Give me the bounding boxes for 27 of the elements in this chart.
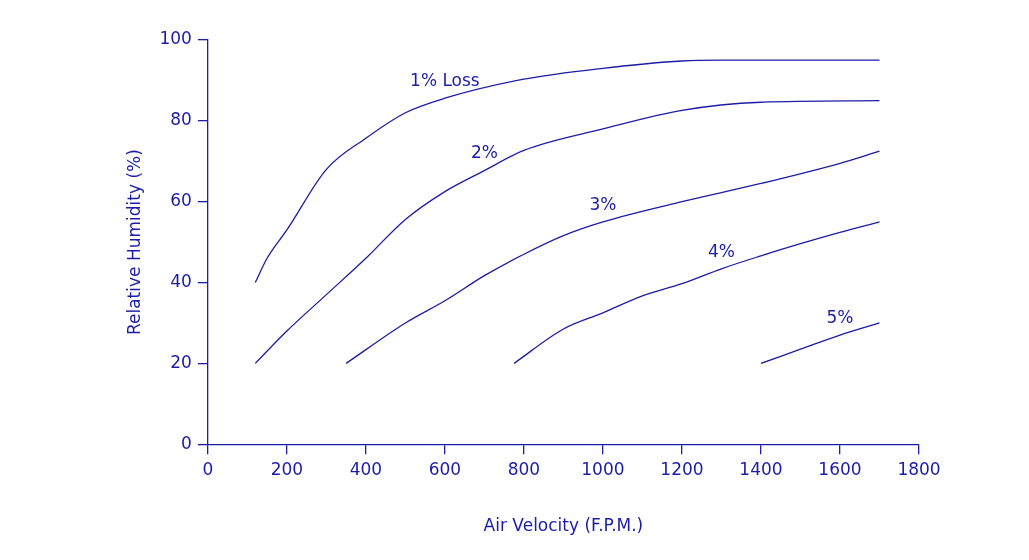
x-tick-label: 800 (507, 458, 541, 479)
x-tick-label: 1600 (818, 458, 862, 479)
x-tick-label: 600 (428, 458, 462, 479)
line-series (254, 99, 881, 365)
series-label: 5% (826, 306, 854, 327)
x-axis-title: Air Velocity (F.P.M.) (483, 515, 644, 536)
series-label: 2% (470, 142, 498, 163)
y-axis-title: Relative Humidity (%) (123, 149, 144, 336)
line-series (254, 59, 881, 284)
x-tick-label: 1400 (739, 458, 783, 479)
x-tick-label: 1800 (897, 458, 941, 479)
y-tick-label: 0 (181, 432, 192, 453)
series-label: 3% (589, 193, 617, 214)
y-tick-label: 40 (170, 270, 192, 291)
line-series (760, 322, 881, 365)
x-tick-label: 400 (349, 458, 383, 479)
y-tick-label: 20 (170, 351, 192, 372)
series-label: 4% (707, 240, 735, 261)
x-tick-label: 0 (202, 458, 214, 479)
x-tick-label: 1000 (581, 458, 625, 479)
y-tick-label: 80 (170, 109, 192, 130)
x-tick-label: 1200 (660, 458, 704, 479)
series-label: 1% Loss (410, 70, 480, 91)
x-tick-label: 200 (270, 458, 304, 479)
y-tick-label: 60 (170, 190, 192, 211)
y-tick-label: 100 (159, 28, 192, 49)
line-series (513, 221, 881, 365)
